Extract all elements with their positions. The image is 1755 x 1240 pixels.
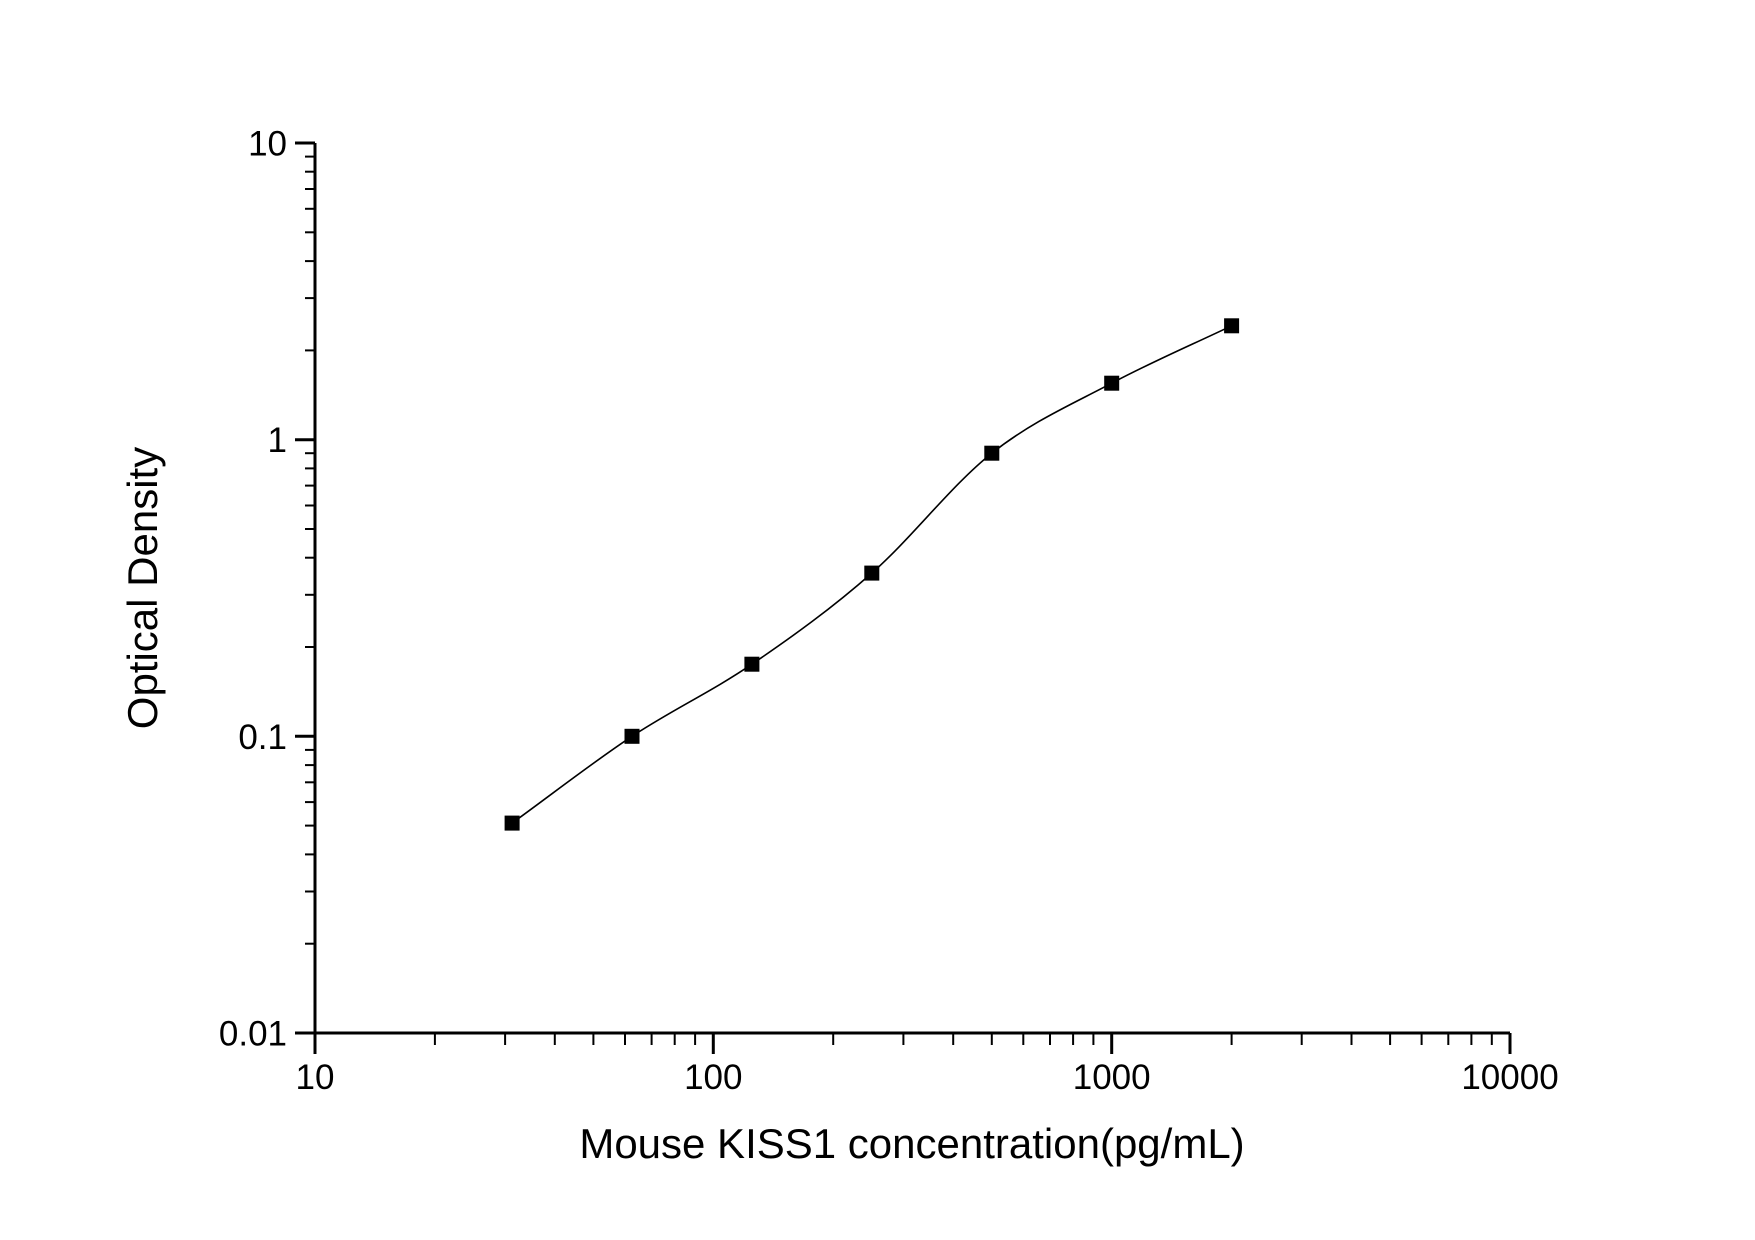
data-point-square [984, 445, 1000, 461]
tick-labels: 10 100 1000 10000 10 1 0.1 0.01 [219, 125, 1559, 1098]
data-point-square [744, 656, 760, 672]
x-tick-label: 100 [684, 1058, 742, 1097]
axes [313, 143, 1510, 1035]
data-point-square [1104, 375, 1120, 391]
y-tick-label: 1 [268, 421, 287, 460]
y-tick-label: 10 [248, 125, 287, 164]
data-point-square [864, 565, 880, 581]
x-tick-label: 1000 [1073, 1058, 1151, 1097]
axis-lines [313, 143, 1510, 1035]
tick-marks [295, 141, 1512, 1054]
y-tick-label: 0.1 [238, 718, 287, 757]
data-points [504, 318, 1240, 831]
data-point-square [504, 815, 520, 831]
data-point-square [624, 728, 640, 744]
data-point-square [1224, 318, 1240, 334]
y-axis-title: Optical Density [119, 447, 166, 729]
y-tick-label: 0.01 [219, 1015, 287, 1054]
x-axis-title: Mouse KISS1 concentration(pg/mL) [579, 1120, 1244, 1167]
x-tick-label: 10000 [1461, 1058, 1558, 1097]
x-tick-label: 10 [296, 1058, 335, 1097]
